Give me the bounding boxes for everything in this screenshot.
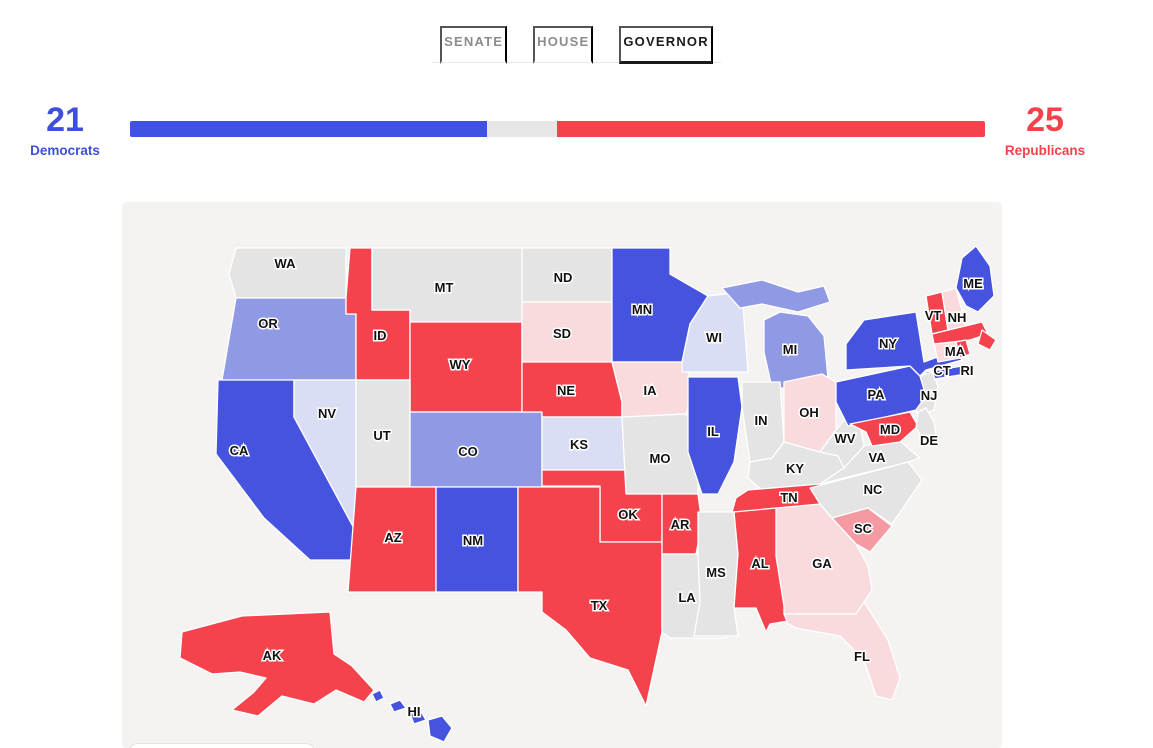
state-IL[interactable] <box>687 376 743 495</box>
state-OR[interactable] <box>221 297 357 381</box>
state-HI-part3[interactable] <box>427 715 453 743</box>
state-ND[interactable] <box>521 247 613 303</box>
state-AZ[interactable] <box>347 486 437 593</box>
state-MS[interactable] <box>693 511 739 637</box>
state-MA-part1[interactable] <box>977 329 997 351</box>
state-MA[interactable] <box>931 321 989 345</box>
tab-senate[interactable]: SENATE <box>440 26 508 64</box>
state-RI[interactable] <box>955 339 971 359</box>
republicans-count: 25 <box>1026 101 1064 139</box>
state-DE[interactable] <box>915 407 937 439</box>
tab-bar: SENATE HOUSE GOVERNOR <box>0 26 1153 64</box>
state-HI[interactable] <box>371 689 385 703</box>
tab-list: SENATE HOUSE GOVERNOR <box>432 26 721 64</box>
state-UT[interactable] <box>355 379 411 488</box>
republicans-label: Republicans <box>1004 143 1086 158</box>
bottom-panel-peek <box>128 743 316 748</box>
state-WA[interactable] <box>228 247 347 299</box>
balance-bar <box>130 121 985 137</box>
tab-house[interactable]: HOUSE <box>533 26 594 64</box>
state-HI-part2[interactable] <box>409 709 427 725</box>
balance-of-power: 21 Democrats 25 Republicans <box>0 102 1153 158</box>
state-HI-part1[interactable] <box>389 699 407 713</box>
state-SC[interactable] <box>831 507 893 553</box>
state-AK[interactable] <box>179 611 375 717</box>
democrats-label: Democrats <box>30 143 100 158</box>
balance-bar-undecided-segment <box>487 121 558 137</box>
state-KS[interactable] <box>541 416 627 471</box>
state-AR[interactable] <box>661 493 703 555</box>
state-NM[interactable] <box>435 486 519 593</box>
state-MI[interactable] <box>721 279 831 313</box>
state-WY[interactable] <box>409 321 523 413</box>
state-ME[interactable] <box>955 245 995 313</box>
state-FL[interactable] <box>783 601 901 701</box>
republicans-stat: 25 Republicans <box>985 102 1105 158</box>
state-MO[interactable] <box>621 413 699 495</box>
state-TX[interactable] <box>517 486 663 707</box>
state-SD[interactable] <box>521 301 613 363</box>
balance-bar-rep-segment <box>557 121 985 137</box>
balance-bar-dem-segment <box>130 121 488 137</box>
tab-governor[interactable]: GOVERNOR <box>619 26 713 64</box>
state-WV[interactable] <box>819 415 865 469</box>
state-NE[interactable] <box>521 361 623 418</box>
state-NC[interactable] <box>809 461 923 525</box>
democrats-count: 21 <box>46 101 84 139</box>
state-MD[interactable] <box>849 411 919 447</box>
democrats-stat: 21 Democrats <box>0 102 130 158</box>
state-CO[interactable] <box>409 411 543 488</box>
us-map-container: WA OR CA NV ID MT WY UT CO AZ NM ND SD NE KS OK TX MN IA MO… <box>122 202 1002 748</box>
